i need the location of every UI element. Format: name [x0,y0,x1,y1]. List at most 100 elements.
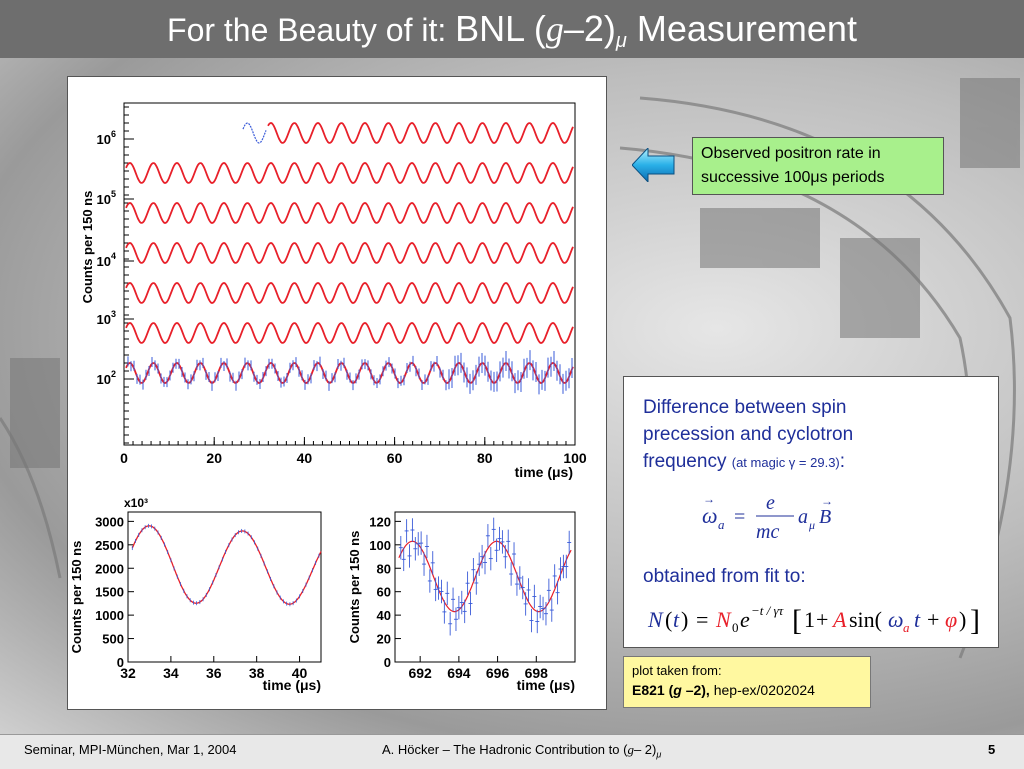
x-tick-label: 34 [163,665,179,681]
fit-curve [131,525,322,605]
svg-text:t: t [914,607,921,632]
svg-text:φ: φ [945,607,957,632]
inset-right-frame [394,511,576,663]
inset-left-frame [127,511,322,663]
inset-left-xlabel: time (μs) [263,677,321,693]
x-tick-label: 100 [563,450,587,466]
fit-curve-row-6 [125,322,574,344]
inset-right-axes: 692 694 696 698 0 20 40 60 80 100 120 [369,514,548,681]
y-tick-exponent: 2 [111,369,116,379]
callout-line-2: successive 100μs periods [701,169,885,186]
x-tick-label: 40 [292,665,308,681]
inset-left-axes: 32 34 36 38 40 0 500 1000 1500 2000 2500 3000 [95,514,307,681]
decay-fit-equation-graphic: N ( t ) = N 0 e −t / γτ [ 1 + A sin( ω a… [647,603,980,637]
y-tick-label: 40 [377,608,391,623]
x-tick-label: 60 [387,450,403,466]
svg-text:]: ] [970,604,980,637]
svg-text:→: → [821,494,833,508]
x-tick-label: 38 [249,665,265,681]
svg-text:→: → [703,492,715,506]
svg-text:ω: ω [888,607,904,632]
footer: Seminar, MPI-München, Mar 1, 2004 A. Höc… [0,734,1024,769]
fit-curve-row-2 [125,162,574,184]
svg-text:[: [ [792,604,802,637]
x-tick-label: 40 [297,450,313,466]
y-tick-label: 80 [377,561,391,576]
y-tick-label: 1500 [95,585,124,600]
inset-left-multiplier: x10³ [124,496,148,510]
reference-citation: E821 (g –2), hep-ex/0202024 [632,682,815,698]
y-tick-label: 20 [377,632,391,647]
fit-curve-row-3 [125,202,574,224]
background-photo-shapes [0,78,1020,659]
svg-text:(: ( [665,607,672,632]
x-tick-label: 696 [486,665,510,681]
inset-right-xlabel: time (μs) [517,677,575,693]
data-wave-start [242,122,267,144]
left-arrow-icon [631,146,678,187]
x-tick-label: 0 [120,450,128,466]
description-line-2: precession and cyclotron [643,424,854,445]
y-tick-exponent: 3 [111,309,116,319]
footer-left: Seminar, MPI-München, Mar 1, 2004 [24,742,237,757]
page-number: 5 [988,742,996,757]
y-tick-label: 106 [97,129,116,147]
svg-text:a: a [718,517,725,532]
y-tick-label: 102 [97,369,116,387]
svg-text:0: 0 [732,620,739,635]
svg-text:a: a [798,506,808,528]
description-line-1: Difference between spin [643,397,847,418]
y-tick-label: 3000 [95,514,124,529]
svg-text:e: e [740,607,750,632]
svg-text:+: + [927,607,939,632]
svg-text:N: N [715,607,732,632]
svg-text:): ) [959,607,966,632]
slide-title: For the Beauty of it: BNL (g–2)μ Measure… [0,6,1024,64]
x-tick-label: 694 [447,665,471,681]
reference-label: plot taken from: [632,663,722,678]
title-bnl: BNL (g–2)μ Measurement [455,8,857,52]
y-tick-label: 104 [97,251,116,269]
main-plot-frame [123,102,576,446]
fit-curve-row-4 [125,242,574,264]
footer-center: A. Höcker – The Hadronic Contribution to… [382,742,662,760]
y-tick-exponent: 6 [111,129,116,139]
plot-panel: 0 20 40 60 80 100 102 103 104 105 106 Counts per 1… [67,76,607,710]
positron-rate-callout: Observed positron rate in successive 100… [692,137,944,195]
y-tick-label: 100 [369,538,391,553]
y-tick-label: 105 [97,189,116,207]
inset-left-ylabel: Counts per 150 ns [69,541,84,654]
y-tick-label: 500 [102,632,124,647]
title-prefix: For the Beauty of it: [167,12,447,48]
svg-text:B: B [819,506,831,528]
reference-box: plot taken from: E821 (g –2), hep-ex/020… [623,656,871,708]
main-ylabel: Counts per 150 ns [80,191,95,304]
y-tick-label: 0 [117,655,124,670]
formula-box: Difference between spin precession and c… [623,376,999,648]
svg-text:mc: mc [756,521,779,543]
y-tick-exponent: 5 [111,189,116,199]
title-bar: For the Beauty of it: BNL (g–2)μ Measure… [0,0,1024,61]
svg-text:=: = [696,607,708,632]
y-tick-label: 2000 [95,561,124,576]
callout-line-1: Observed positron rate in [701,145,881,162]
y-tick-exponent: 4 [111,251,116,261]
x-tick-label: 692 [408,665,432,681]
fit-label: obtained from fit to: [643,566,806,587]
description-line-3: frequency (at magic γ = 29.3): [643,451,846,472]
svg-text:1: 1 [804,607,815,632]
y-tick-label: 2500 [95,538,124,553]
inset-right-ylabel: Counts per 150 ns [347,531,362,644]
svg-text:a: a [903,620,910,635]
fit-curve-row-1 [267,122,574,144]
main-plot-axes: 0 20 40 60 80 100 102 103 104 105 106 [97,106,587,466]
y-tick-label: 60 [377,585,391,600]
fit-curve-row-5 [125,282,574,304]
svg-text:N: N [647,607,664,632]
svg-text:μ: μ [808,518,815,532]
svg-text:−t / γτ: −t / γτ [751,603,785,618]
x-tick-label: 36 [206,665,222,681]
svg-text:): ) [681,607,688,632]
svg-text:+: + [816,607,828,632]
x-tick-label: 32 [120,665,136,681]
